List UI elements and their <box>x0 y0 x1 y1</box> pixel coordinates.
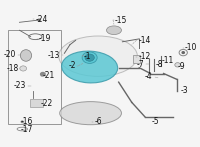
Circle shape <box>82 52 97 63</box>
Ellipse shape <box>59 36 137 76</box>
Text: -1: -1 <box>84 52 92 61</box>
FancyBboxPatch shape <box>133 55 140 63</box>
Circle shape <box>182 52 184 54</box>
Text: -5: -5 <box>151 117 159 126</box>
Text: -15: -15 <box>115 16 127 25</box>
Text: -21: -21 <box>43 71 55 80</box>
Text: -14: -14 <box>138 36 151 45</box>
Text: -7: -7 <box>136 60 144 69</box>
Text: -4: -4 <box>145 72 152 81</box>
Text: -10: -10 <box>185 43 197 52</box>
Text: -20: -20 <box>3 50 16 59</box>
Text: -22: -22 <box>41 99 53 108</box>
Ellipse shape <box>62 51 118 83</box>
Text: -18: -18 <box>6 64 19 73</box>
Ellipse shape <box>20 50 32 61</box>
Text: -8: -8 <box>155 60 163 69</box>
Circle shape <box>175 63 180 67</box>
Ellipse shape <box>106 26 121 35</box>
Text: -24: -24 <box>35 15 48 24</box>
Text: -2: -2 <box>69 61 77 70</box>
Text: -11: -11 <box>162 56 174 65</box>
Ellipse shape <box>60 102 121 125</box>
Text: -16: -16 <box>20 117 33 126</box>
Circle shape <box>85 54 94 61</box>
Text: -6: -6 <box>94 117 102 126</box>
Circle shape <box>38 19 40 21</box>
Circle shape <box>21 121 23 123</box>
Text: -9: -9 <box>178 62 185 71</box>
Circle shape <box>20 66 27 71</box>
Text: -12: -12 <box>138 52 151 61</box>
Text: -23: -23 <box>14 81 26 90</box>
Text: -17: -17 <box>20 125 33 133</box>
FancyBboxPatch shape <box>8 30 61 124</box>
Text: -3: -3 <box>180 86 188 95</box>
FancyBboxPatch shape <box>30 100 43 107</box>
Circle shape <box>41 72 45 76</box>
Text: -19: -19 <box>39 34 51 43</box>
Text: -13: -13 <box>47 51 60 60</box>
